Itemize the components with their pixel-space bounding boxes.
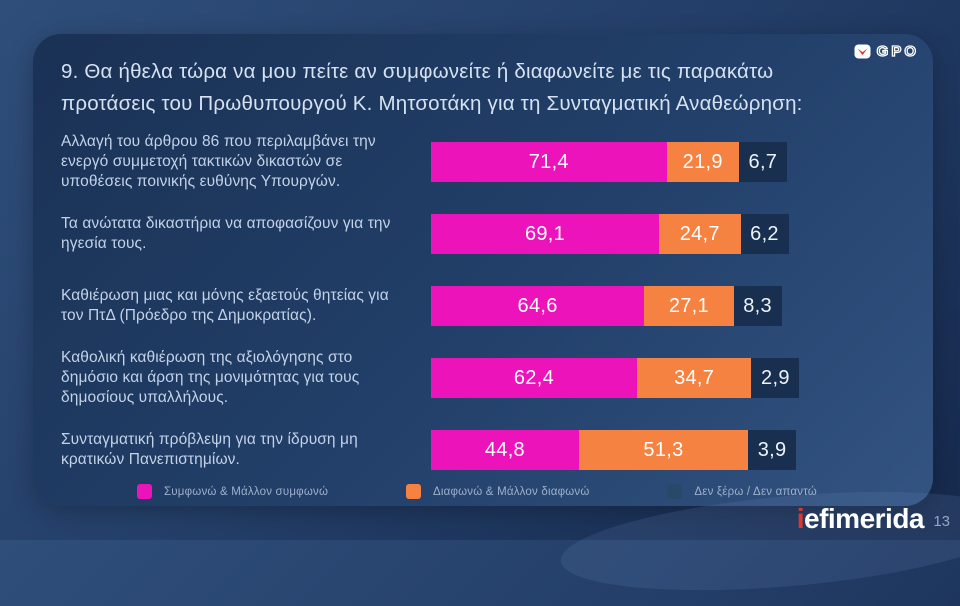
- value-label: 44,8: [484, 438, 525, 461]
- gpo-logo: GPO: [854, 43, 919, 60]
- chart-row: Αλλαγή του άρθρου 86 που περιλαμβάνει τη…: [61, 127, 905, 197]
- value-label: 3,9: [757, 438, 787, 461]
- value-label: 62,4: [513, 366, 555, 389]
- legend-label: Δεν ξέρω / Δεν απαντώ: [694, 485, 817, 498]
- iefimerida-logo-rest: efimerida: [804, 503, 925, 534]
- gpo-logo-text: GPO: [876, 43, 919, 60]
- iefimerida-logo: iefimerida: [796, 503, 925, 535]
- chart-row: Καθολική καθιέρωση της αξιολόγησης στο δ…: [61, 343, 905, 413]
- statement-label: Αλλαγή του άρθρου 86 που περιλαμβάνει τη…: [61, 133, 376, 190]
- value-label: 21,9: [682, 150, 723, 173]
- stacked-bar: 62,4 34,7 2,9: [431, 358, 800, 398]
- value-label: 64,6: [517, 294, 558, 317]
- bar-segment-dont-know: 6,2: [740, 214, 789, 254]
- bar-segment-agree: 44,8: [431, 430, 579, 470]
- chart-rows: Αλλαγή του άρθρου 86 που περιλαμβάνει τη…: [61, 127, 905, 485]
- legend-item: Διαφωνώ & Μάλλον διαφωνώ: [405, 484, 590, 499]
- bar-segment-disagree: 34,7: [636, 358, 752, 398]
- legend-item: Δεν ξέρω / Δεν απαντώ: [667, 484, 817, 499]
- bar-segment-disagree: 24,7: [659, 214, 741, 254]
- bar-segment-disagree: 27,1: [644, 286, 734, 326]
- value-label: 34,7: [674, 366, 715, 389]
- stacked-bar: 69,1 24,7 6,2: [431, 214, 789, 254]
- stacked-bar: 44,8 51,3 3,9: [431, 430, 797, 470]
- bar-segment-dont-know: 3,9: [748, 430, 797, 470]
- statement-label: Συνταγματική πρόβλεψη για την ίδρυση μη …: [61, 431, 358, 468]
- value-label: 27,1: [668, 294, 709, 317]
- statement-label: Καθολική καθιέρωση της αξιολόγησης στο δ…: [61, 349, 360, 406]
- slide-card: GPO 9. Θα ήθελα τώρα να μου πείτε αν συμ…: [33, 34, 933, 506]
- bar-segment-disagree: 51,3: [578, 430, 749, 470]
- chart-legend: Συμφωνώ & Μάλλον συμφωνώ Διαφωνώ & Μάλλο…: [137, 484, 817, 499]
- statement-label: Καθιέρωση μιας και μόνης εξαετούς θητεία…: [61, 287, 389, 324]
- question-title-line1: 9. Θα ήθελα τώρα να μου πείτε αν συμφωνε…: [61, 60, 774, 83]
- value-label: 71,4: [528, 150, 569, 173]
- stacked-bar: 71,4 21,9 6,7: [431, 142, 787, 182]
- question-title-line2: προτάσεις του Πρωθυπουργού Κ. Μητσοτάκη …: [61, 92, 803, 115]
- value-label: 51,3: [643, 438, 684, 461]
- value-label: 6,7: [748, 150, 778, 173]
- legend-swatch: [137, 484, 152, 499]
- bar-segment-disagree: 21,9: [666, 142, 739, 182]
- bar-segment-agree: 64,6: [431, 286, 645, 326]
- legend-label: Διαφωνώ & Μάλλον διαφωνώ: [432, 485, 590, 498]
- legend-swatch: [667, 484, 683, 499]
- legend-swatch: [405, 484, 421, 499]
- legend-item: Συμφωνώ & Μάλλον συμφωνώ: [137, 484, 328, 499]
- bar-segment-dont-know: 8,3: [733, 286, 782, 326]
- bar-segment-agree: 69,1: [431, 214, 660, 254]
- stacked-bar: 64,6 27,1 8,3: [431, 286, 782, 326]
- bar-segment-agree: 62,4: [431, 358, 637, 398]
- chart-row: Συνταγματική πρόβλεψη για την ίδρυση μη …: [61, 415, 905, 485]
- chart-row: Καθιέρωση μιας και μόνης εξαετούς θητεία…: [61, 271, 905, 341]
- bar-segment-dont-know: 2,9: [751, 358, 800, 398]
- statement-label: Τα ανώτατα δικαστήρια να αποφασίζουν για…: [61, 215, 391, 252]
- value-label: 24,7: [679, 222, 720, 245]
- gpo-bird-icon: [854, 44, 871, 59]
- bar-segment-agree: 71,4: [431, 142, 667, 182]
- question-title: 9. Θα ήθελα τώρα να μου πείτε αν συμφωνε…: [61, 56, 891, 120]
- page-number: 13: [933, 513, 950, 530]
- iefimerida-logo-i: i: [796, 503, 805, 534]
- bar-segment-dont-know: 6,7: [738, 142, 787, 182]
- legend-label: Συμφωνώ & Μάλλον συμφωνώ: [164, 485, 329, 498]
- value-label: 2,9: [761, 366, 790, 389]
- value-label: 69,1: [524, 222, 566, 245]
- chart-row: Τα ανώτατα δικαστήρια να αποφασίζουν για…: [61, 199, 905, 269]
- value-label: 8,3: [743, 294, 772, 317]
- value-label: 6,2: [750, 222, 779, 245]
